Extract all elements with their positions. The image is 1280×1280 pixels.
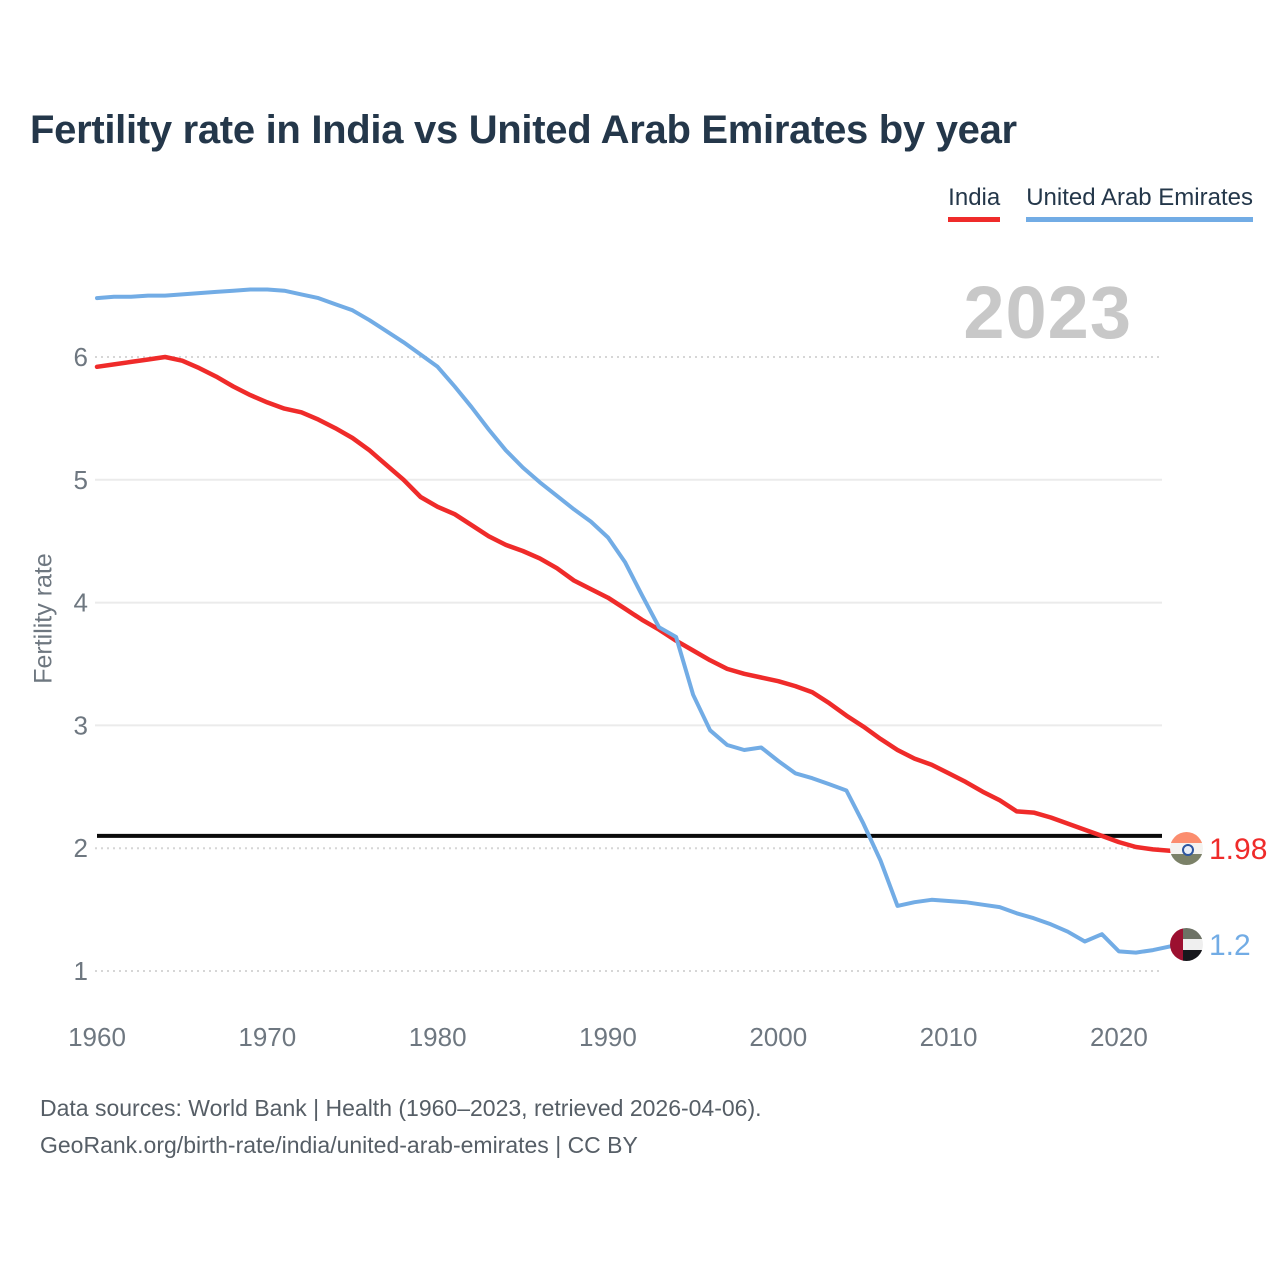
- y-tick-label-3: 3: [74, 710, 88, 740]
- end-value-india: 1.98: [1209, 833, 1268, 866]
- footer-attribution: Data sources: World Bank | Health (1960–…: [40, 1090, 1240, 1164]
- x-tick-label-2000: 2000: [749, 1022, 807, 1052]
- x-tick-label-1960: 1960: [68, 1022, 126, 1052]
- y-tick-label-1: 1: [74, 956, 88, 986]
- footer-data-sources: Data sources: World Bank | Health (1960–…: [40, 1095, 762, 1121]
- x-tick-label-1970: 1970: [238, 1022, 296, 1052]
- y-tick-label-5: 5: [74, 465, 88, 495]
- y-tick-label-4: 4: [74, 588, 88, 618]
- ashoka-chakra-icon: [1181, 843, 1194, 856]
- uae-flag-icon: [1170, 928, 1203, 961]
- x-tick-label-1990: 1990: [579, 1022, 637, 1052]
- india-flag-icon: [1170, 832, 1203, 865]
- legend-item-united-arab-emirates[interactable]: United Arab Emirates: [1026, 184, 1253, 222]
- watermark-year: 2023: [963, 271, 1132, 354]
- x-tick-label-2020: 2020: [1090, 1022, 1148, 1052]
- y-tick-label-2: 2: [74, 833, 88, 863]
- legend-item-india[interactable]: India: [948, 184, 1001, 222]
- x-tick-label-1980: 1980: [409, 1022, 467, 1052]
- series-line-united-arab-emirates: [95, 287, 1172, 955]
- footer-license: GeoRank.org/birth-rate/india/united-arab…: [40, 1132, 638, 1158]
- end-value-uae: 1.2: [1209, 929, 1251, 962]
- x-tick-label-2010: 2010: [920, 1022, 978, 1052]
- page-title: Fertility rate in India vs United Arab E…: [30, 108, 1017, 152]
- y-tick-label-6: 6: [74, 342, 88, 372]
- legend: India United Arab Emirates: [948, 184, 1253, 222]
- series-line-india: [94, 354, 1173, 853]
